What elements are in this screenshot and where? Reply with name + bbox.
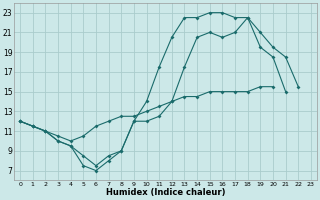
X-axis label: Humidex (Indice chaleur): Humidex (Indice chaleur) bbox=[106, 188, 225, 197]
